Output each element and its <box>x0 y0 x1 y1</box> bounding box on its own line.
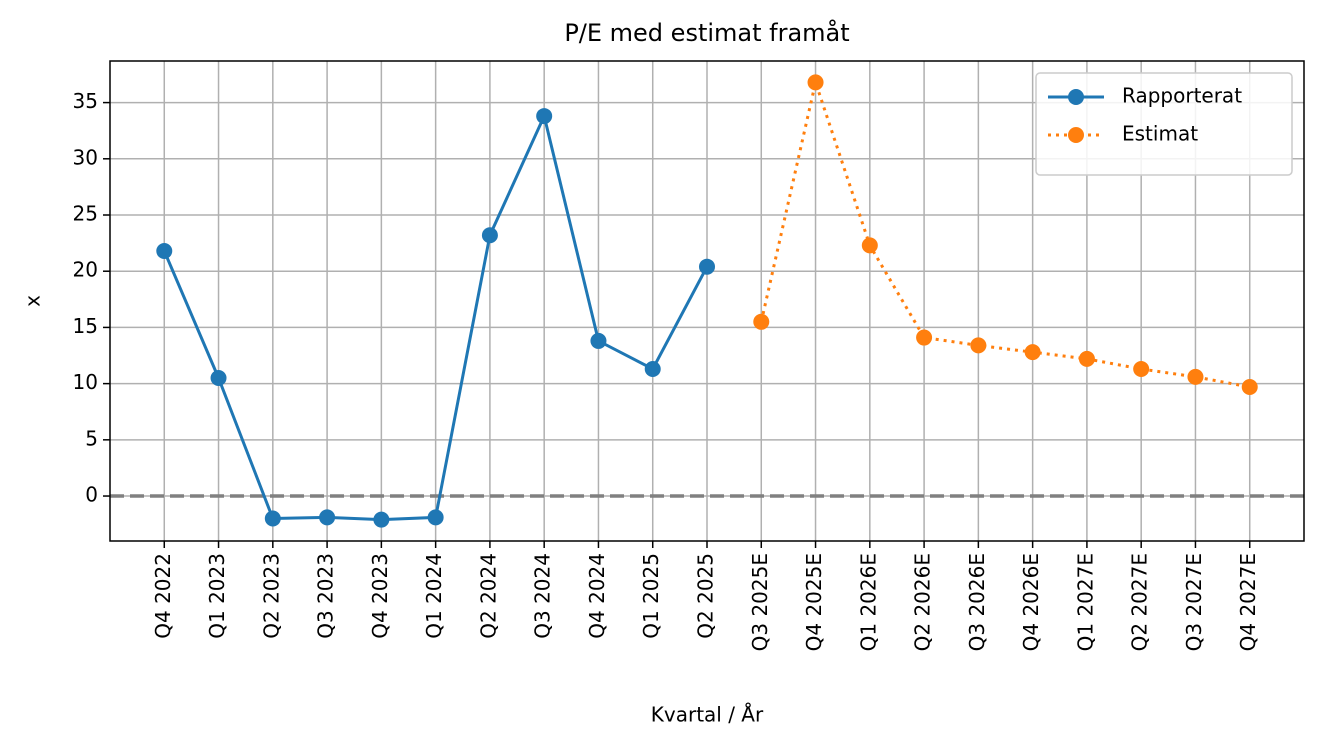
y-tick-label: 10 <box>73 370 98 394</box>
point <box>1187 368 1204 385</box>
y-tick-label: 0 <box>85 483 98 507</box>
x-tick-label: Q2 2023 <box>259 553 283 639</box>
x-tick-label: Q1 2026E <box>856 553 880 651</box>
y-tick-label: 5 <box>85 426 98 450</box>
point <box>916 329 933 346</box>
point <box>1241 378 1258 395</box>
x-tick-label: Q2 2024 <box>476 553 500 639</box>
point <box>644 361 661 378</box>
y-tick-label: 15 <box>73 314 98 338</box>
point <box>319 509 336 526</box>
x-tick-label: Q2 2027E <box>1128 553 1152 651</box>
x-tick-label: Q1 2027E <box>1073 553 1097 651</box>
point <box>264 510 281 527</box>
point <box>481 227 498 244</box>
plot-frame <box>109 60 1305 542</box>
x-tick-label: Q3 2025E <box>748 553 772 651</box>
x-tick-label: Q4 2024 <box>585 553 609 639</box>
y-tick-label: 30 <box>73 145 98 169</box>
x-tick-label: Q3 2024 <box>531 553 555 639</box>
x-tick-label: Q4 2027E <box>1236 553 1260 651</box>
x-tick-label: Q2 2025 <box>694 553 718 639</box>
legend: Rapporterat Estimat <box>1035 72 1293 176</box>
x-tick-label: Q1 2024 <box>422 553 446 639</box>
x-tick-label: Q4 2025E <box>802 553 826 651</box>
point <box>699 258 715 275</box>
y-tick-label: 35 <box>73 89 98 113</box>
x-tick-label: Q4 2026E <box>1019 553 1043 651</box>
x-tick-label: Q3 2023 <box>314 553 338 639</box>
x-tick-label: Q3 2026E <box>965 553 989 651</box>
point <box>1078 350 1095 367</box>
point <box>807 74 824 91</box>
legend-label: Rapporterat <box>1122 84 1242 108</box>
y-axis-label: x <box>21 295 45 307</box>
point <box>427 509 444 526</box>
y-tick-label: 25 <box>73 202 98 226</box>
legend-label: Estimat <box>1122 122 1198 146</box>
point <box>536 108 553 125</box>
point <box>590 332 607 349</box>
x-tick-label: Q1 2025 <box>639 553 663 639</box>
point <box>970 337 987 354</box>
point <box>1024 344 1041 361</box>
point <box>210 370 227 387</box>
x-tick-label: Q4 2023 <box>368 553 392 639</box>
point <box>156 242 173 259</box>
y-tick-label: 20 <box>73 258 98 282</box>
point <box>373 511 390 528</box>
point <box>861 237 878 254</box>
chart-title: P/E med estimat framåt <box>564 18 849 47</box>
x-axis-label: Kvartal / År <box>651 703 764 727</box>
point <box>1133 361 1150 378</box>
legend-marker <box>1068 89 1084 105</box>
x-tick-label: Q2 2026E <box>911 553 935 651</box>
x-tick-label: Q1 2023 <box>205 553 229 639</box>
x-tick-label: Q3 2027E <box>1182 553 1206 651</box>
x-tick-label: Q4 2022 <box>151 553 175 639</box>
point <box>753 313 770 330</box>
legend-marker <box>1068 127 1084 143</box>
